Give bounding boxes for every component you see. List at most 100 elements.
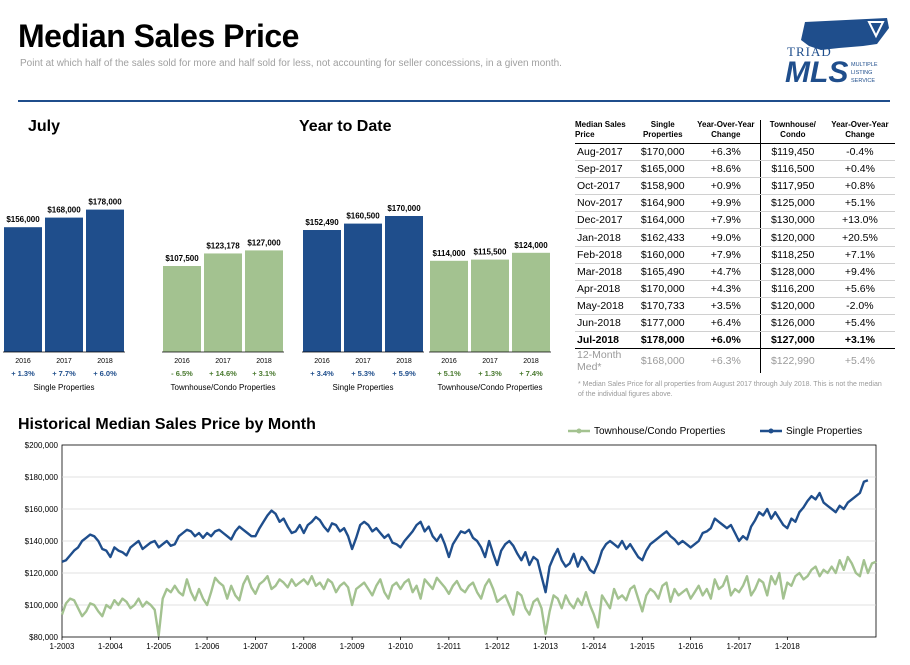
table-header-cell: Townhouse/ Condo bbox=[759, 120, 825, 144]
table-cell: +8.6% bbox=[691, 160, 761, 179]
bar-change-label: + 6.0% bbox=[93, 369, 117, 378]
x-tick-label: 1-2009 bbox=[340, 642, 365, 651]
y-tick-label: $100,000 bbox=[25, 601, 59, 610]
bar bbox=[512, 252, 550, 352]
x-tick-label: 1-2017 bbox=[727, 642, 752, 651]
logo-small-2: LISTING bbox=[851, 70, 872, 76]
bar-change-label: + 14.6% bbox=[209, 369, 237, 378]
table-row: Mar-2018 $165,490 +4.7% $128,000 +9.4% bbox=[575, 263, 895, 281]
bar-value-label: $123,178 bbox=[206, 241, 240, 250]
state-shape-icon bbox=[801, 18, 889, 50]
legend-label: Single Properties bbox=[786, 426, 862, 437]
bar bbox=[385, 216, 423, 352]
bar bbox=[86, 209, 124, 352]
bar bbox=[204, 253, 242, 352]
table-cell: $158,900 bbox=[633, 177, 692, 196]
table-cell: Aug-2017 bbox=[575, 143, 634, 162]
page-subtitle: Point at which half of the sales sold fo… bbox=[20, 58, 562, 69]
x-tick-label: 1-2005 bbox=[146, 642, 171, 651]
table-cell: +6.3% bbox=[710, 355, 741, 368]
group-label: Townhouse/Condo Properties bbox=[171, 383, 276, 392]
table-footnote: * Median Sales Price for all properties … bbox=[578, 381, 882, 398]
table-cell: $170,000 bbox=[633, 143, 692, 162]
table-cell: Nov-2017 bbox=[575, 194, 634, 213]
logo-word-triad: TRIAD bbox=[787, 44, 832, 59]
historical-line-chart: $80,000 $100,000 $120,000 $140,000 $160,000 $… bbox=[25, 426, 877, 651]
table-cell: +20.5% bbox=[824, 228, 895, 247]
bar-year-label: 2017 bbox=[482, 358, 498, 365]
bar-year-label: 2017 bbox=[355, 358, 371, 365]
table-cell: $130,000 bbox=[759, 211, 825, 230]
ytd-title: Year to Date bbox=[299, 118, 392, 135]
table-cell: +3.5% bbox=[691, 297, 761, 315]
table-cell: +5.4% bbox=[824, 314, 895, 333]
table-cell: +5.4% bbox=[844, 355, 875, 368]
table-cell: +0.8% bbox=[824, 177, 895, 196]
header-rule bbox=[18, 100, 890, 102]
group-label: Single Properties bbox=[333, 383, 394, 392]
table-row: Feb-2018 $160,000 +7.9% $118,250 +7.1% bbox=[575, 246, 895, 264]
table-cell: 12-Month Med* bbox=[577, 349, 622, 374]
legend-marker bbox=[768, 428, 774, 434]
y-tick-label: $120,000 bbox=[25, 569, 59, 578]
y-tick-label: $160,000 bbox=[25, 505, 59, 514]
bar-change-label: + 7.4% bbox=[519, 369, 543, 378]
bar bbox=[430, 260, 468, 352]
table-cell: $177,000 bbox=[633, 314, 692, 333]
logo-word-mls: MLS bbox=[785, 56, 848, 89]
table-cell: $170,000 bbox=[633, 280, 692, 298]
bar-value-label: $160,500 bbox=[346, 212, 380, 221]
table-cell: May-2018 bbox=[575, 297, 634, 315]
table-cell: +0.9% bbox=[691, 177, 761, 196]
table-row: May-2018 $170,733 +3.5% $120,000 -2.0% bbox=[575, 297, 895, 315]
bar-value-label: $115,500 bbox=[474, 248, 507, 257]
x-tick-label: 1-2012 bbox=[485, 642, 510, 651]
bar-year-label: 2018 bbox=[523, 358, 539, 365]
table-cell: +7.9% bbox=[691, 211, 761, 230]
table-cell: +6.3% bbox=[691, 143, 761, 162]
page-title: Median Sales Price bbox=[18, 18, 299, 54]
bar bbox=[163, 266, 201, 352]
x-tick-label: 1-2003 bbox=[50, 642, 75, 651]
table-cell: +6.4% bbox=[691, 314, 761, 333]
table-cell: Jul-2018 bbox=[575, 331, 634, 350]
bar-value-label: $178,000 bbox=[88, 198, 122, 207]
table-cell: $178,000 bbox=[633, 331, 692, 350]
x-tick-label: 1-2008 bbox=[291, 642, 316, 651]
bar bbox=[303, 230, 341, 352]
bar-change-label: + 5.9% bbox=[392, 369, 416, 378]
bar-change-label: + 5.3% bbox=[351, 369, 375, 378]
x-tick-label: 1-2016 bbox=[678, 642, 703, 651]
bar-change-label: + 7.7% bbox=[52, 369, 76, 378]
table-cell: Sep-2017 bbox=[575, 160, 634, 179]
bar-year-label: 2017 bbox=[215, 358, 231, 365]
table-cell: $117,950 bbox=[759, 177, 825, 196]
x-tick-label: 1-2007 bbox=[243, 642, 268, 651]
table-row: Oct-2017 $158,900 +0.9% $117,950 +0.8% bbox=[575, 177, 895, 196]
bar-value-label: $124,000 bbox=[514, 241, 548, 250]
table-cell: $126,000 bbox=[759, 314, 825, 333]
bar-change-label: + 1.3% bbox=[11, 369, 35, 378]
bar-value-label: $127,000 bbox=[247, 238, 281, 247]
table-cell: Feb-2018 bbox=[575, 246, 634, 264]
table-row: Jan-2018 $162,433 +9.0% $120,000 +20.5% bbox=[575, 228, 895, 247]
table-cell: +6.0% bbox=[691, 331, 761, 350]
table-cell: Oct-2017 bbox=[575, 177, 634, 196]
table-row: Dec-2017 $164,000 +7.9% $130,000 +13.0% bbox=[575, 211, 895, 230]
bar-year-label: 2016 bbox=[174, 358, 190, 365]
table-cell: $164,900 bbox=[633, 194, 692, 213]
bar-value-label: $168,000 bbox=[47, 206, 81, 215]
x-tick-label: 1-2011 bbox=[437, 642, 462, 651]
table-cell: +0.4% bbox=[824, 160, 895, 179]
y-tick-label: $140,000 bbox=[25, 537, 59, 546]
bar bbox=[45, 217, 83, 352]
table-cell: $162,433 bbox=[633, 228, 692, 247]
table-cell: +9.9% bbox=[691, 194, 761, 213]
table-cell: $119,450 bbox=[759, 143, 825, 162]
table-row: Apr-2018 $170,000 +4.3% $116,200 +5.6% bbox=[575, 280, 895, 298]
historical-chart-title: Historical Median Sales Price by Month bbox=[18, 416, 316, 433]
table-cell: $127,000 bbox=[759, 331, 825, 350]
bar-value-label: $152,490 bbox=[305, 218, 339, 227]
x-tick-label: 1-2018 bbox=[775, 642, 800, 651]
legend-label: Townhouse/Condo Properties bbox=[594, 426, 725, 437]
